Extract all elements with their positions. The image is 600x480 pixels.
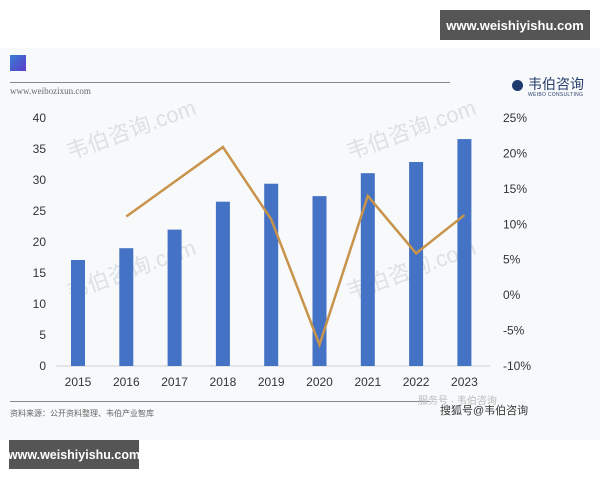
y-tick-label: 30 xyxy=(33,173,47,187)
y2-tick-label: 10% xyxy=(503,217,527,231)
y-tick-label: 25 xyxy=(33,204,47,218)
y-axis-left: 0 5 10 15 20 25 30 35 40 xyxy=(33,111,47,373)
x-tick-label: 2019 xyxy=(258,375,285,389)
x-tick-label: 2021 xyxy=(354,375,381,389)
y2-tick-label: 25% xyxy=(503,111,527,125)
source-note: 资料来源：公开资料整理、韦伯产业智库 xyxy=(10,409,154,418)
watermark-badge-top: www.weishiyishu.com xyxy=(440,10,590,40)
x-tick-label: 2023 xyxy=(451,375,478,389)
y-tick-label: 35 xyxy=(33,142,47,156)
brand-hexagon-icon xyxy=(512,80,523,91)
y-axis-right: -10% -5% 0% 5% 10% 15% 20% 25% xyxy=(503,111,531,373)
x-tick-label: 2018 xyxy=(210,375,237,389)
y2-tick-label: 0% xyxy=(503,288,521,302)
bar xyxy=(215,201,230,366)
bar-series xyxy=(71,139,472,366)
x-axis: 2015 2016 2017 2018 2019 2020 2021 2022 2023 xyxy=(65,375,478,389)
credit-faint: 服务号 · 韦伯咨询 xyxy=(418,396,497,407)
y2-tick-label: -5% xyxy=(503,324,525,338)
logo-square-icon xyxy=(10,55,26,71)
y2-tick-label: -10% xyxy=(503,359,531,373)
brand-name: 韦伯咨询 xyxy=(528,78,584,93)
y-tick-label: 15 xyxy=(33,266,47,280)
y-tick-label: 5 xyxy=(39,328,46,342)
bar xyxy=(360,173,375,366)
bar xyxy=(409,162,424,366)
line-series xyxy=(125,145,466,349)
watermark-text: 韦伯咨询.com xyxy=(63,95,199,165)
site-url: www.weibozixun.com xyxy=(10,86,91,96)
bar xyxy=(167,229,182,366)
brand-subtitle: WEIBO CONSULTING xyxy=(528,92,584,98)
watermark-badge-bottom: www.weishiyishu.com xyxy=(8,440,140,469)
growth-line xyxy=(125,145,466,349)
bar xyxy=(119,248,134,366)
x-tick-label: 2015 xyxy=(65,375,92,389)
credit-text: 搜狐号@韦伯咨询 xyxy=(440,405,529,417)
y2-tick-label: 15% xyxy=(503,182,527,196)
x-tick-label: 2017 xyxy=(161,375,188,389)
bar xyxy=(71,259,85,366)
y2-tick-label: 5% xyxy=(503,253,521,267)
bar xyxy=(312,196,327,366)
header-divider xyxy=(10,82,450,83)
y2-tick-label: 20% xyxy=(503,146,527,160)
x-tick-label: 2020 xyxy=(306,375,333,389)
y-tick-label: 10 xyxy=(33,297,47,311)
x-tick-label: 2016 xyxy=(113,375,140,389)
y-tick-label: 20 xyxy=(33,235,47,249)
chart-card xyxy=(0,48,600,440)
footer-divider xyxy=(10,401,430,402)
y-tick-label: 40 xyxy=(33,111,47,125)
y-tick-label: 0 xyxy=(39,359,46,373)
x-tick-label: 2022 xyxy=(403,375,430,389)
bar xyxy=(457,139,472,366)
